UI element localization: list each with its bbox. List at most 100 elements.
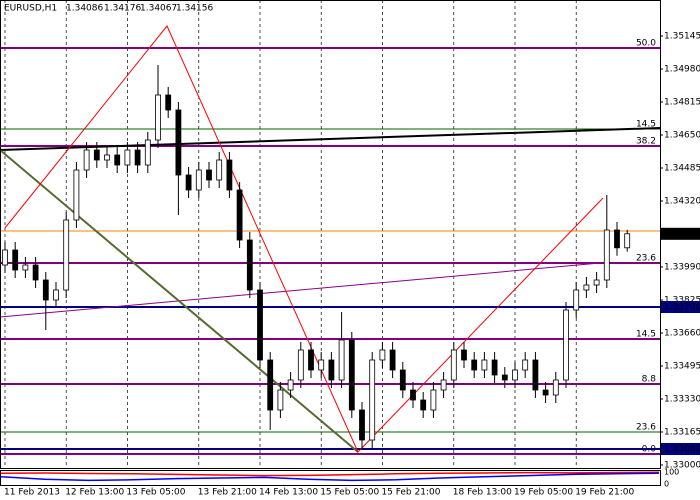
y-tick-label: 1.34650 <box>664 131 700 141</box>
trend-line <box>0 262 601 318</box>
fibo-label: 38.2 <box>636 137 656 147</box>
candle-body <box>73 169 80 221</box>
x-tick-label: 12 Feb 13:00 <box>65 488 124 498</box>
candle-body <box>563 309 569 381</box>
y-tick-label: 1.33330 <box>664 395 700 405</box>
candle-body <box>369 359 376 441</box>
candle-body <box>42 279 49 301</box>
x-tick-label: 13 Feb 05:00 <box>126 488 185 498</box>
candle-body <box>195 169 202 191</box>
candle-body <box>532 359 539 391</box>
candle-body <box>461 349 467 361</box>
candle-body <box>338 339 345 381</box>
indicator-tick-label: 0 <box>664 480 669 489</box>
x-tick-label: 15 Feb 05:00 <box>320 488 379 498</box>
candle-body <box>430 389 437 411</box>
trend-line <box>0 127 661 151</box>
price-axis: 1.35145 1.34980 1.34815 1.34650 1.34485 1.343… <box>4 32 700 498</box>
fibo-label: 14.5 <box>636 120 656 130</box>
candle-body <box>104 154 110 161</box>
fibo-label: 8.8 <box>642 375 657 385</box>
candle-body <box>603 229 610 281</box>
candle-body <box>542 389 549 396</box>
candle-body <box>512 369 518 381</box>
indicator-frame <box>0 470 661 486</box>
candle-body <box>134 149 141 166</box>
candle-body <box>226 159 233 191</box>
last-high: 1.34176 <box>104 4 141 14</box>
fibo-label: 23.6 <box>636 254 656 264</box>
price-box-label: 1.33080 <box>664 445 700 455</box>
y-tick-label: 1.34815 <box>664 98 700 108</box>
candle-body <box>308 349 314 371</box>
candle-body <box>389 349 396 371</box>
zigzag <box>4 25 604 453</box>
price-box-label: 1.33790 <box>664 303 700 313</box>
candle-body <box>175 109 182 176</box>
indicator-line <box>0 472 660 482</box>
trend-line <box>0 149 359 453</box>
candle-body <box>440 379 447 391</box>
fibo-label: 23.6 <box>636 423 656 433</box>
last-close: 1.34156 <box>176 4 213 14</box>
candle-body <box>155 94 161 141</box>
candle-body <box>287 379 294 391</box>
chart-title: EURUSD,H1 <box>4 4 57 14</box>
candle-body <box>348 339 355 411</box>
x-tick-label: 13 Feb 21:00 <box>198 488 257 498</box>
y-tick-label: 1.34320 <box>664 197 700 207</box>
candle-body <box>165 94 172 111</box>
y-tick-label: 1.33165 <box>664 428 700 438</box>
x-tick-label: 14 Feb 13:00 <box>259 488 318 498</box>
candle-body <box>185 174 192 191</box>
candle-body <box>277 389 284 411</box>
candle-body <box>583 284 590 291</box>
y-tick-label: 1.33660 <box>664 329 700 339</box>
candle-body <box>410 389 416 401</box>
y-tick-label: 1.33990 <box>664 263 700 273</box>
candle-body <box>206 169 212 181</box>
x-tick-label: 11 Feb 2013 <box>4 488 60 498</box>
candle-body <box>144 139 151 166</box>
last-open: 1.34086 <box>66 4 103 14</box>
candle-body <box>2 249 8 266</box>
x-tick-label: 18 Feb 13:00 <box>453 488 512 498</box>
fibo-label: 50.0 <box>636 39 656 49</box>
fibo-label: 14.5 <box>636 330 656 340</box>
candle-body <box>491 359 498 376</box>
candle-body <box>124 149 131 166</box>
candle-body <box>267 359 274 411</box>
y-tick-label: 1.35145 <box>664 32 700 42</box>
candle-body <box>379 349 386 361</box>
y-tick-label: 1.33000 <box>664 461 700 471</box>
y-tick-label: 1.34485 <box>664 164 700 174</box>
y-tick-label: 1.33825 <box>664 296 700 306</box>
current-price-label: 1.34156 <box>664 229 700 239</box>
candle-body <box>93 149 100 161</box>
candle-body <box>614 229 620 249</box>
indicator-tick-label: 100 <box>664 468 679 477</box>
candle-body <box>552 379 559 396</box>
candle-body <box>318 359 325 371</box>
x-tick-label: 19 Feb 21:00 <box>575 488 634 498</box>
candles <box>2 65 631 449</box>
price-box <box>661 443 700 455</box>
candle-body <box>53 289 59 301</box>
candle-body <box>22 264 29 271</box>
candle-body <box>399 369 406 391</box>
candle-body <box>420 399 427 411</box>
candle-body <box>236 189 243 241</box>
y-tick-label: 1.33495 <box>664 362 700 372</box>
candle-body <box>359 409 365 441</box>
candle-body <box>328 359 335 381</box>
candle-body <box>63 219 70 291</box>
candle-body <box>501 374 508 381</box>
current-price-box <box>661 227 700 240</box>
trend-lines <box>0 25 661 453</box>
x-tick-label: 15 Feb 21:00 <box>381 488 440 498</box>
candle-body <box>246 239 253 291</box>
